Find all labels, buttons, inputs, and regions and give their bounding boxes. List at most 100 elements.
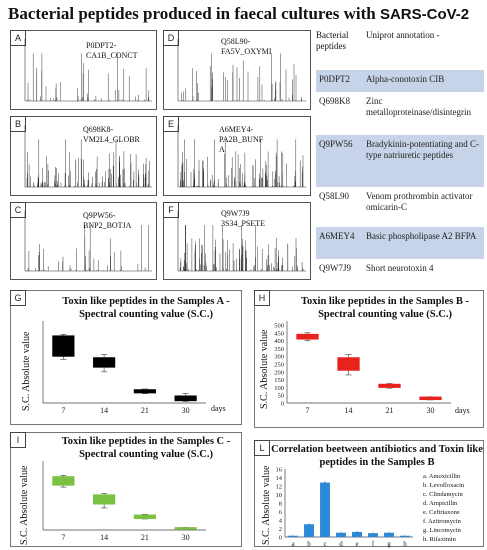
panel-letter-f: F [163, 202, 179, 218]
y-tick-label: 6 [279, 509, 283, 516]
box [93, 494, 116, 505]
x-tick-label: 21 [386, 406, 394, 415]
box [419, 396, 442, 401]
x-tick-label: c [323, 540, 326, 548]
spectrum-plot-c [24, 211, 152, 272]
row-desc: Venom prothrombin activator omicarin-C [366, 191, 473, 212]
row-id: Q58L90 [319, 191, 349, 201]
x-tick-label: e [355, 540, 358, 548]
panel-letter-c: C [10, 202, 26, 218]
box [174, 527, 197, 530]
peptide-label-a: P0DPT2- CA1B_CONCT [86, 41, 138, 60]
x-axis-unit-g: days [211, 404, 226, 413]
y-tick-label: 300 [274, 354, 284, 361]
y-tick-label: 150 [274, 377, 284, 384]
x-axis-unit-h: days [455, 406, 470, 415]
chart-title-h: Toxin like peptides in the Samples B - S… [301, 296, 469, 320]
bar [400, 535, 410, 537]
chart-title-i: Toxin like peptides in the Samples C - S… [61, 436, 231, 460]
y-tick-label: 16 [276, 467, 283, 474]
chart-letter-l: L [254, 440, 270, 456]
y-tick-label: 2 [279, 526, 282, 533]
table-row: P0DPT2 Alpha-conotoxin CIB [316, 70, 484, 92]
row-desc: Zinc metalloproteinase/disintegrin [366, 96, 471, 117]
y-tick-label: 14 [276, 475, 283, 482]
bar [288, 535, 298, 537]
panel-letter-a: A [10, 30, 26, 46]
chart-plot-i: 7 14 21 30 [42, 461, 206, 542]
chart-panel-g: G Toxin like peptides in the Samples A -… [10, 290, 242, 425]
box [93, 357, 116, 368]
spectrum-plot-e [177, 125, 306, 188]
spectrum-peaks [179, 225, 305, 271]
y-tick-label: 12 [276, 484, 283, 491]
y-tick-label: 10 [276, 492, 283, 499]
table-row: Q698K8 Zinc metalloproteinase/disintegri… [316, 92, 484, 135]
table-row: Q58L90 Venom prothrombin activator omica… [316, 187, 484, 227]
panel-letter-b: B [10, 116, 26, 132]
x-tick-label: 30 [427, 406, 435, 415]
x-tick-label: 7 [61, 533, 65, 542]
panel-letter-d: D [163, 30, 179, 46]
y-tick-label: 350 [274, 346, 284, 353]
spectrum-panel-e: E A6MEY4- PA2B_BUNF A [163, 116, 311, 196]
x-tick-label: b [307, 540, 311, 548]
box [378, 383, 401, 388]
chart-letter-g: G [10, 290, 26, 306]
x-tick-label: 21 [141, 533, 149, 542]
y-tick-label: 0 [281, 401, 284, 408]
table-header: Bacterial peptides Uniprot annotation - [316, 30, 484, 60]
bar [384, 532, 394, 537]
bar [368, 533, 378, 537]
y-tick-label: 500 [274, 323, 284, 330]
legend-item: f. Azitromycin [423, 518, 461, 525]
y-tick-label: 8 [279, 501, 282, 508]
spectrum-plot-a [24, 39, 152, 102]
box [133, 389, 156, 394]
row-id: Q698K8 [319, 96, 350, 106]
table-row: Q9PW56 Bradykinin-potentiating and C-typ… [316, 135, 484, 187]
x-tick-label: g [387, 540, 391, 548]
spectrum-panel-c: C Q9PW56- BNP2_BOTJA [10, 202, 157, 280]
spectrum-panel-a: A P0DPT2- CA1B_CONCT [10, 30, 157, 110]
box [337, 357, 360, 371]
spectrum-plot-b [24, 125, 152, 188]
peptide-label-f: Q9W7J9 3S34_PSETE [221, 209, 266, 228]
y-tick-label: 400 [274, 338, 284, 345]
y-tick-label: 200 [274, 369, 284, 376]
peptide-label-b: Q698K8- VM2L4_GLOBR [83, 125, 140, 144]
legend-item: a. Amoxicillin [423, 473, 461, 480]
y-tick-label: 0 [279, 535, 282, 542]
spectrum-peaks [27, 225, 149, 271]
chart-panel-h: H Toxin like peptides in the Samples B -… [254, 290, 484, 428]
table-row: Q9W7J9 Short neurotoxin 4 [316, 259, 484, 281]
bar [336, 532, 346, 537]
row-id: Q9W7J9 [319, 263, 351, 273]
x-tick-label: h [403, 540, 407, 548]
peptide-label-d: Q58L90- FA5V_OXYMI [221, 37, 272, 56]
chart-panel-l: L Correlation beetween antibiotics and T… [254, 440, 484, 548]
spectrum-peaks [180, 139, 304, 187]
box [52, 335, 75, 357]
title-sars: SARS-CoV-2 [379, 6, 470, 23]
chart-title-l: Correlation beetween antibiotics and Tox… [271, 444, 483, 468]
x-tick-label: 30 [182, 406, 190, 415]
y-tick-label: 250 [274, 362, 284, 369]
spectrum-panel-f: F Q9W7J9 3S34_PSETE [163, 202, 311, 280]
spectrum-peaks [27, 53, 150, 101]
legend-item: e. Ceftriaxone [423, 509, 460, 516]
table-row: A6MEY4 Basic phospholipase A2 BFPA [316, 227, 484, 259]
legend-item: c. Clindamycin [423, 491, 463, 498]
antibiotic-legend: a. Amoxicillin b. Levofloxacin c. Clinda… [423, 472, 464, 544]
row-id: Q9PW56 [319, 139, 353, 149]
row-desc: Basic phospholipase A2 BFPA [366, 231, 477, 241]
spectrum-plot-d [177, 39, 306, 102]
y-tick-label: 4 [279, 518, 283, 525]
x-tick-label: d [339, 540, 343, 548]
box [133, 514, 156, 520]
header-bacterial-peptides: Bacterial peptides [316, 30, 349, 51]
x-tick-label: 14 [345, 406, 353, 415]
legend-item: g. Lincomycin [423, 527, 461, 534]
